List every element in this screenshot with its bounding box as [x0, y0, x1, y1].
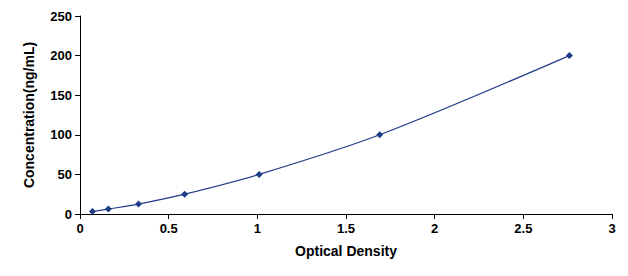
- svg-text:1: 1: [254, 221, 261, 236]
- svg-text:0: 0: [76, 221, 83, 236]
- svg-text:1.5: 1.5: [337, 221, 355, 236]
- svg-text:2.5: 2.5: [514, 221, 532, 236]
- svg-text:0.5: 0.5: [160, 221, 178, 236]
- svg-text:3: 3: [608, 221, 615, 236]
- svg-text:150: 150: [50, 88, 72, 103]
- svg-text:2: 2: [431, 221, 438, 236]
- svg-text:Concentration(ng/mL): Concentration(ng/mL): [21, 42, 37, 188]
- svg-text:Optical Density: Optical Density: [295, 243, 397, 259]
- svg-text:200: 200: [50, 48, 72, 63]
- svg-text:100: 100: [50, 127, 72, 142]
- svg-text:0: 0: [65, 207, 72, 222]
- svg-text:250: 250: [50, 9, 72, 24]
- svg-text:50: 50: [58, 167, 72, 182]
